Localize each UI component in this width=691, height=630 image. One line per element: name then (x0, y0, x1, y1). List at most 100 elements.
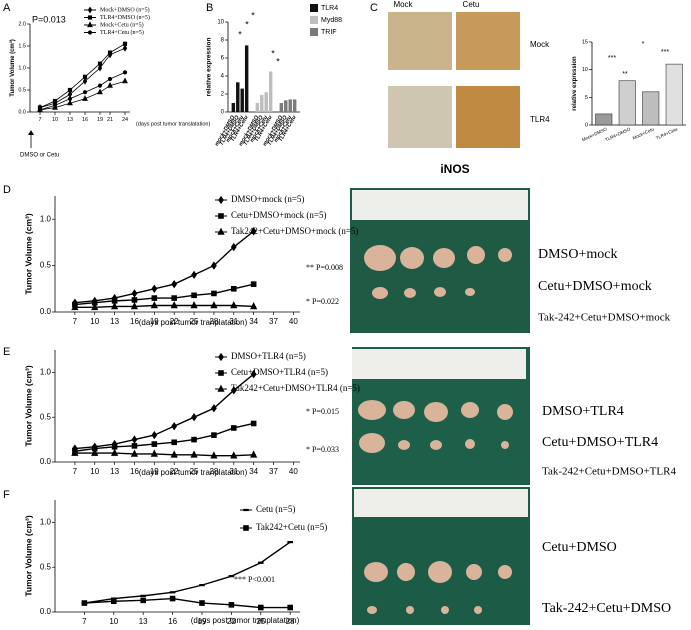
photo-label: TLR4 (530, 115, 550, 124)
annotation: * (251, 10, 255, 20)
annotation: ** (622, 71, 628, 78)
marker (171, 439, 177, 446)
marker (230, 242, 237, 252)
x-tick-label: 34 (249, 467, 258, 476)
bar (231, 103, 236, 112)
y-tick-label: 4 (221, 74, 225, 80)
y-tick-label: 0.0 (40, 307, 52, 316)
x-tick-label: 40 (289, 467, 298, 476)
marker (107, 76, 113, 82)
marker (170, 450, 178, 458)
marker (67, 90, 73, 98)
marker (211, 261, 217, 270)
panel-letter: A (3, 2, 11, 14)
y-tick-label: 0 (221, 110, 225, 116)
x-axis-label: (days post tumor tranplatation) (191, 616, 300, 625)
y-tick-label: 5 (585, 95, 588, 101)
marker (122, 70, 128, 75)
panel-letter: E (3, 346, 10, 358)
legend-label: Mock+Cetu (n=5) (100, 21, 144, 28)
x-axis-label: (days post tumor tranplatation) (139, 318, 248, 327)
legend-label: TLR4+DMSO (n=5) (100, 14, 150, 21)
marker (52, 98, 58, 104)
x-tick-label: 31 (229, 467, 238, 476)
marker (37, 107, 43, 112)
legend-swatch (310, 16, 318, 24)
marker (81, 600, 88, 606)
y-tick-label: 15 (582, 39, 588, 45)
bar (240, 88, 244, 112)
photo-label: Cetu+DMSO+TLR4 (542, 435, 658, 450)
x-tick-label: 22 (227, 617, 236, 626)
marker (230, 425, 237, 431)
marker (191, 270, 197, 280)
series-line (74, 283, 254, 306)
x-tick-label: 10 (90, 317, 99, 326)
legend-label: TLR4+Cetu (n=5) (100, 29, 144, 36)
marker (151, 441, 158, 447)
marker (250, 302, 258, 310)
marker (199, 584, 205, 587)
marker (199, 600, 205, 606)
marker (67, 99, 73, 106)
x-tick-label: 16 (130, 317, 139, 326)
marker (250, 450, 258, 458)
bar (618, 80, 636, 126)
legend-label: Tak242+Cetu+DMSO+mock (n=5) (231, 226, 358, 236)
bar (255, 103, 260, 112)
marker (210, 301, 218, 309)
photo-label: Tak-242+Cetu+DMSO+mock (538, 312, 671, 324)
x-tick-label: TLR4+DMSO (604, 126, 631, 142)
marker (67, 87, 73, 93)
x-tick-label: 13 (110, 317, 119, 326)
x-tick-label: 22 (170, 467, 179, 476)
x-tick-label: 10 (109, 617, 118, 626)
y-tick-label: 2 (221, 92, 225, 98)
y-tick-label: 0.5 (40, 562, 52, 571)
x-tick-label: 16 (82, 117, 88, 123)
x-tick-label: 13 (139, 617, 148, 626)
y-tick-label: 0.0 (40, 457, 52, 466)
marker (131, 289, 138, 298)
marker (250, 281, 257, 287)
x-tick-label: 19 (150, 317, 159, 326)
marker (110, 448, 119, 456)
bar (264, 92, 268, 112)
x-tick-label: 7 (73, 317, 78, 326)
legend-label: Myd88 (321, 17, 342, 24)
bar (236, 82, 240, 112)
marker (151, 284, 158, 293)
annotation: * (238, 29, 242, 39)
y-axis-label: Tumor Volume (cm³) (24, 213, 34, 295)
y-tick-label: 10 (217, 20, 224, 26)
legend-label: Tak242+Cetu (n=5) (256, 522, 327, 532)
x-tick-label: 25 (190, 467, 199, 476)
bar (665, 63, 683, 126)
marker (110, 302, 119, 310)
y-axis-label: relative expression (572, 56, 578, 111)
x-tick-label: Mock+Cetu (632, 126, 655, 140)
marker (130, 302, 139, 310)
legend-marker (87, 6, 93, 14)
marker (230, 386, 237, 395)
annotation: P=0.013 (32, 14, 66, 24)
y-axis-label: Tumor Volume (cm³) (24, 515, 34, 597)
marker (122, 44, 128, 52)
x-tick-label: 19 (198, 617, 207, 626)
bar (260, 94, 264, 112)
marker (52, 103, 58, 108)
photo-label: iNOS (440, 162, 469, 176)
legend-label: Mock+DMSO (n=5) (100, 6, 150, 13)
x-tick-label: 37 (269, 467, 278, 476)
legend-label: Cetu+DMSO+mock (n=5) (231, 210, 326, 220)
annotation: DMSO or Cetu (20, 153, 59, 159)
series-line (39, 43, 126, 108)
bar (279, 103, 284, 112)
legend-label: Cetu (n=5) (256, 504, 295, 514)
marker (82, 74, 88, 79)
ihc-image (456, 12, 520, 70)
ihc-image (456, 86, 520, 148)
marker (151, 295, 158, 301)
annotation: * (642, 41, 645, 48)
